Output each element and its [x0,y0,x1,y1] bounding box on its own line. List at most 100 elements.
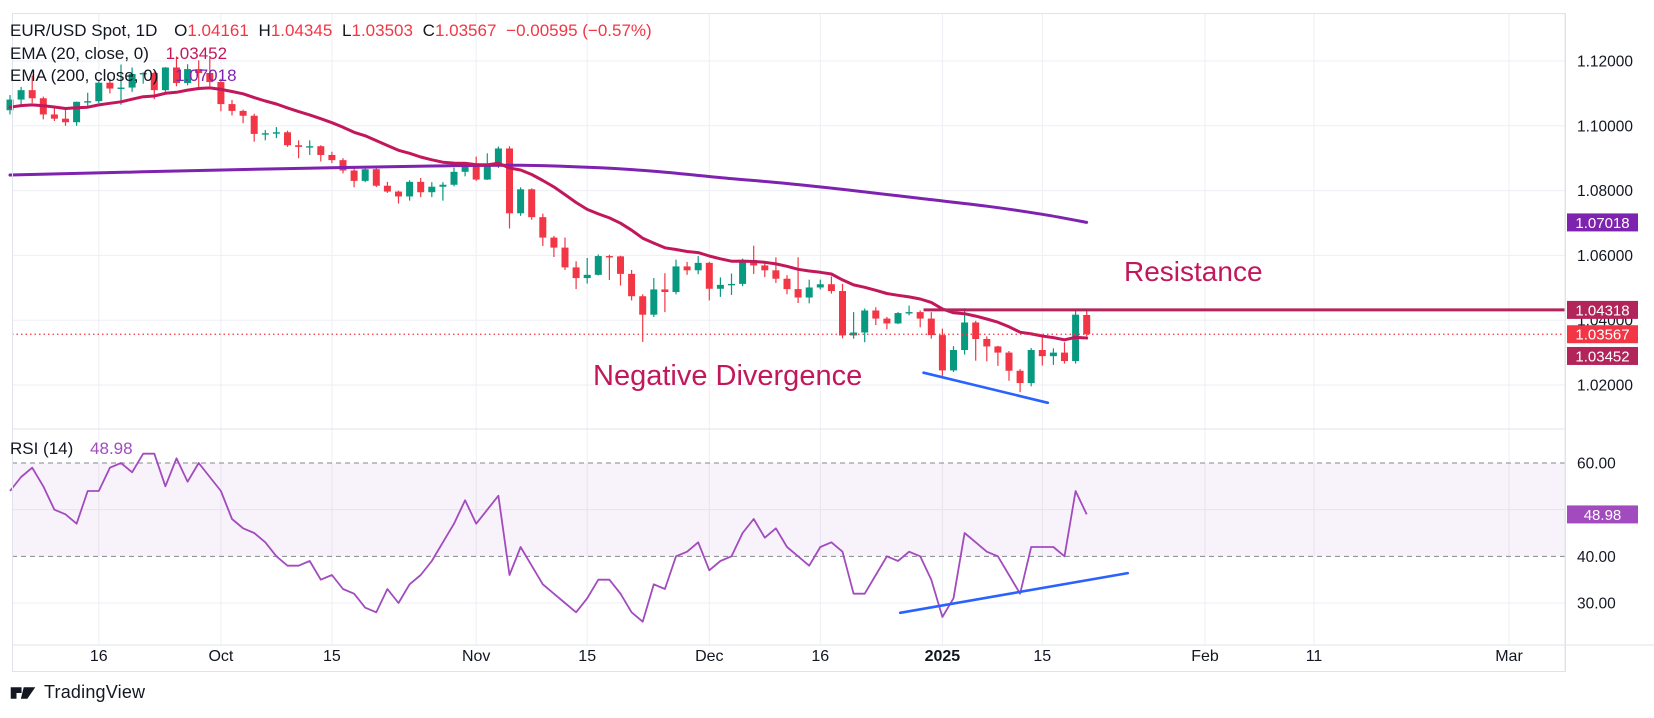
candle-body [28,90,36,99]
axis-badge [1567,505,1638,524]
svg-text:60.00: 60.00 [1577,456,1616,473]
candle-body [605,256,613,258]
symbol-title[interactable]: EUR/USD Spot, 1D [10,21,158,40]
candle-body [1027,350,1035,384]
ohlc-open-label: O [174,21,188,40]
svg-text:Mar: Mar [1495,648,1523,665]
candle-body [450,171,458,185]
svg-text:Nov: Nov [462,648,490,665]
svg-text:1.06000: 1.06000 [1577,248,1633,265]
candle-body [272,132,280,134]
candle-body [883,318,891,324]
candle-body [861,310,869,333]
candle-body [128,73,136,88]
candle-body [206,72,214,83]
candle-body [173,67,180,84]
rsi-legend[interactable]: RSI (14) 48.98 [10,439,133,459]
svg-text:40.00: 40.00 [1577,549,1616,566]
axis-badge [1567,213,1638,232]
rsi-band [12,462,1565,557]
candle-body [528,189,536,218]
candle-body [472,163,480,180]
candle-body [350,170,358,181]
ema20-line[interactable] [8,86,1089,342]
candle-body [1049,352,1057,357]
candle-body [705,262,713,289]
candle-body [972,322,980,339]
candle-body [6,99,14,111]
candle-body [1016,370,1024,384]
candle-body [716,284,724,289]
svg-text:15: 15 [578,648,596,665]
candle-body [217,82,225,105]
divergence-annotation[interactable]: Negative Divergence [593,360,863,392]
candle-body [317,146,325,155]
rsi-line[interactable] [9,452,1088,623]
candle-body [284,132,291,146]
ohlc-low-label: L [342,21,352,40]
svg-text:1.10000: 1.10000 [1577,118,1633,135]
candle-body [816,284,824,288]
candle-body [938,335,946,371]
time-axis[interactable]: 16 Oct 15 Nov 15 Dec 16 2025 15 Feb 11 Mar [90,648,1524,665]
candle-body [916,312,924,319]
ema20-legend[interactable]: EMA (20, close, 0) 1.03452 [10,44,227,64]
candle-body [261,133,269,135]
candle-body [639,296,647,315]
ema200-label[interactable]: EMA (200, close, 0) [10,66,159,85]
ema20-label[interactable]: EMA (20, close, 0) [10,44,149,63]
rsi-label[interactable]: RSI (14) [10,439,74,458]
change-value: −0.00595 (−0.57%) [506,21,652,40]
candle-body [772,270,780,279]
candle-body [728,283,735,286]
ema200-legend[interactable]: EMA (200, close, 0) 1.07018 [10,66,237,86]
rsi-divergence-trendline[interactable] [898,571,1130,615]
candle-body [184,69,192,84]
candle-body [73,101,81,123]
axis-badges: 1.07018 1.04318 1.03567 1.03452 48.98 [1567,213,1638,524]
gridlines [12,13,1565,645]
candle-body [62,118,69,123]
candle-body [872,310,880,319]
svg-text:1.04318: 1.04318 [1575,302,1629,319]
ohlc-high-label: H [258,21,271,40]
price-divergence-trendline[interactable] [922,371,1050,405]
svg-text:16: 16 [811,648,829,665]
tradingview-logo[interactable]: TradingView [10,682,145,703]
candle-body [84,101,92,103]
candle-body [761,265,769,271]
ohlc-open-value: 1.04161 [187,21,249,40]
candles-layer[interactable] [6,56,1091,393]
candle-body [805,287,813,298]
candle-body [661,289,669,293]
candle-body [150,72,158,91]
candle-body [539,217,547,238]
candle-body [1005,352,1013,371]
svg-text:1.02000: 1.02000 [1577,378,1633,395]
candle-body [517,189,525,214]
candle-body [983,338,991,347]
candle-body [506,148,513,214]
candle-body [195,69,203,73]
symbol-legend[interactable]: EUR/USD Spot, 1D O1.04161 H1.04345 L1.03… [10,21,652,41]
svg-text:1.12000: 1.12000 [1577,54,1633,71]
svg-text:Feb: Feb [1191,648,1219,665]
candle-body [17,90,25,100]
svg-text:15: 15 [1033,648,1051,665]
candle-body [395,191,402,197]
svg-text:1.08000: 1.08000 [1577,183,1633,200]
ohlc-high-value: 1.04345 [270,21,333,40]
svg-text:Oct: Oct [208,648,233,665]
candle-body [139,72,147,75]
resistance-annotation[interactable]: Resistance [1124,256,1263,287]
candle-body [339,160,347,171]
candle-body [228,104,236,111]
candle-body [839,291,846,336]
candle-body [994,346,1002,353]
svg-text:48.98: 48.98 [1584,507,1622,524]
candle-body [239,110,247,116]
axis-badge [1567,300,1638,319]
ema200-line[interactable] [8,163,1089,224]
